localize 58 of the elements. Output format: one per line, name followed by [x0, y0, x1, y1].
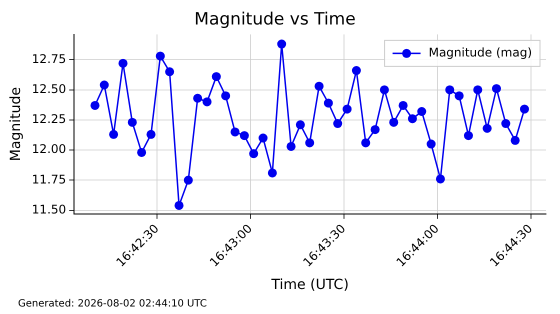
y-tick-label: 12.25: [32, 112, 66, 126]
point: [520, 104, 529, 114]
y-tick-label: 11.75: [32, 172, 66, 186]
point: [305, 138, 314, 148]
point: [380, 85, 389, 94]
point: [296, 120, 305, 130]
point: [258, 134, 268, 143]
point: [156, 52, 165, 61]
point: [445, 85, 454, 94]
point: [193, 94, 202, 103]
point: [370, 125, 380, 134]
point: [352, 66, 361, 76]
point: [277, 40, 286, 49]
point: [100, 80, 109, 90]
y-axis-title: Magnitude: [8, 87, 24, 162]
point: [454, 91, 464, 100]
point: [286, 142, 296, 151]
point: [128, 118, 137, 127]
chart-title: Magnitude vs Time: [194, 10, 356, 30]
point: [408, 114, 417, 124]
point: [146, 130, 156, 139]
point: [90, 100, 100, 110]
y-tick-label: 12.75: [32, 52, 66, 66]
point: [501, 119, 510, 128]
point: [268, 168, 277, 178]
point: [212, 72, 221, 82]
y-tick-label: 12.00: [32, 142, 66, 156]
point: [324, 98, 333, 108]
point: [510, 136, 520, 145]
point: [492, 84, 501, 94]
point: [221, 91, 230, 100]
point: [398, 100, 408, 110]
point: [464, 131, 473, 140]
point: [165, 67, 174, 76]
legend-label: Magnitude (mag): [428, 46, 532, 60]
point: [184, 176, 193, 185]
point: [314, 82, 324, 91]
point: [240, 131, 249, 140]
text: Generated: 2026-08-02 02:44:10 UTC: [18, 298, 207, 310]
point: [118, 58, 128, 68]
point: [342, 104, 352, 114]
point: [417, 107, 426, 116]
point: [202, 97, 212, 106]
point: [333, 119, 342, 128]
x-axis-title: Time (UTC): [270, 277, 349, 294]
y-tick-label: 12.50: [32, 82, 66, 96]
point: [174, 200, 184, 210]
point: [249, 149, 258, 158]
point: [482, 124, 492, 133]
point: [109, 130, 118, 139]
y-tick-label: 11.50: [32, 202, 66, 216]
point: [389, 118, 398, 127]
point: [137, 148, 146, 157]
point: [426, 140, 436, 149]
point: [230, 127, 240, 136]
point: [436, 174, 445, 184]
point: [361, 138, 370, 148]
point: [473, 85, 482, 94]
